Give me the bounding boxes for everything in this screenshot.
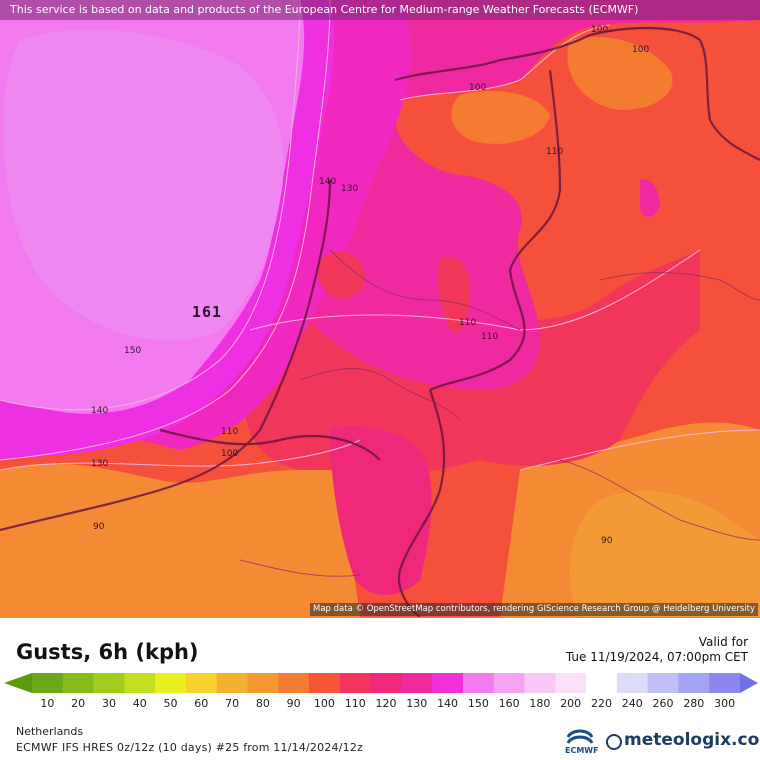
scale-swatch: [124, 673, 156, 693]
color-scale-ticks: 10 20 30 40 50 60 70 80 90 100 110 120 130 140 150 160 1…: [0, 697, 760, 713]
scale-swatch: [339, 673, 372, 693]
scale-swatch: [216, 673, 248, 693]
scale-swatch: [62, 673, 95, 693]
contour-label: 110: [221, 427, 239, 437]
contour-label: 110: [481, 332, 499, 342]
map-title: Gusts, 6h (kph): [16, 640, 199, 664]
model-run-info: ECMWF IFS HRES 0z/12z (10 days) #25 from…: [16, 741, 363, 754]
meteologix-brand[interactable]: meteologix.com: [624, 730, 760, 750]
scale-tick-label: 80: [255, 697, 270, 710]
scale-swatch: [247, 673, 279, 693]
scale-tick-label: 280: [683, 697, 705, 710]
scale-tick-label: 70: [225, 697, 240, 710]
scale-tick-label: 100: [313, 697, 335, 710]
ecmwf-logo-icon: [566, 729, 594, 744]
contour-label: 110: [459, 318, 477, 328]
scale-swatch: [555, 673, 587, 693]
map-attribution[interactable]: Map data © OpenStreetMap contributors, r…: [310, 603, 758, 616]
valid-time: Tue 11/19/2024, 07:00pm CET: [565, 650, 748, 664]
scale-swatch: [155, 673, 187, 693]
gust-map[interactable]: This service is based on data and produc…: [0, 0, 760, 617]
scale-tick-label: 160: [498, 697, 520, 710]
meteologix-logo-icon: [606, 734, 622, 750]
color-scale-bar: [4, 673, 758, 693]
scale-swatch: [278, 673, 310, 693]
region-name: Netherlands: [16, 725, 84, 738]
scale-tick-label: 30: [101, 697, 116, 710]
scale-tick-label: 110: [344, 697, 366, 710]
scale-swatch: [370, 673, 402, 693]
contour-label: 100: [632, 45, 650, 55]
scale-swatch: [586, 673, 618, 693]
scale-swatch: [401, 673, 433, 693]
contour-label: 130: [341, 184, 359, 194]
contour-label: 100: [469, 83, 487, 93]
scale-tick-label: 10: [40, 697, 55, 710]
scale-tick-label: 130: [406, 697, 428, 710]
scale-tick-label: 120: [375, 697, 397, 710]
scale-tick-label: 50: [163, 697, 178, 710]
scale-tick-label: 220: [590, 697, 612, 710]
scale-swatch: [462, 673, 495, 693]
scale-tick-label: 20: [71, 697, 86, 710]
scale-tick-label: 200: [560, 697, 582, 710]
peak-gust-value: 161: [192, 303, 223, 321]
scale-tick-label: 40: [132, 697, 147, 710]
scale-tick-label: 260: [652, 697, 674, 710]
color-scale: [0, 668, 760, 718]
valid-label: Valid for: [698, 635, 748, 649]
scale-tick-label: 150: [467, 697, 489, 710]
scale-swatch: [185, 673, 218, 693]
scale-swatch: [32, 673, 64, 693]
contour-label: 150: [124, 346, 142, 356]
legend-panel: Gusts, 6h (kph) Valid for Tue 11/19/2024…: [0, 617, 760, 760]
contour-label: 100: [591, 25, 609, 35]
contour-label: 130: [91, 459, 109, 469]
scale-high-arrow: [740, 673, 758, 693]
scale-low-arrow: [4, 673, 32, 693]
scale-swatch: [309, 673, 341, 693]
scale-tick-label: 300: [714, 697, 736, 710]
gust-map-canvas: [0, 0, 760, 617]
scale-swatch: [93, 673, 125, 693]
scale-tick-label: 90: [286, 697, 301, 710]
scale-tick-label: 180: [529, 697, 551, 710]
contour-label: 110: [546, 147, 564, 157]
contour-label: 140: [319, 177, 337, 187]
scale-swatch: [524, 673, 556, 693]
scale-swatch: [493, 673, 526, 693]
contour-label: 140: [91, 406, 109, 416]
scale-swatch: [616, 673, 649, 693]
contour-label: 90: [93, 522, 105, 532]
scale-swatch: [678, 673, 710, 693]
scale-tick-label: 140: [437, 697, 459, 710]
contour-label: 90: [601, 536, 613, 546]
contour-label: 100: [221, 449, 239, 459]
scale-tick-label: 240: [621, 697, 643, 710]
ecmwf-data-notice: This service is based on data and produc…: [0, 0, 760, 20]
scale-swatch: [709, 673, 741, 693]
scale-swatch: [647, 673, 679, 693]
scale-tick-label: 60: [194, 697, 209, 710]
scale-swatch: [432, 673, 464, 693]
ecmwf-label: ECMWF: [565, 746, 599, 755]
